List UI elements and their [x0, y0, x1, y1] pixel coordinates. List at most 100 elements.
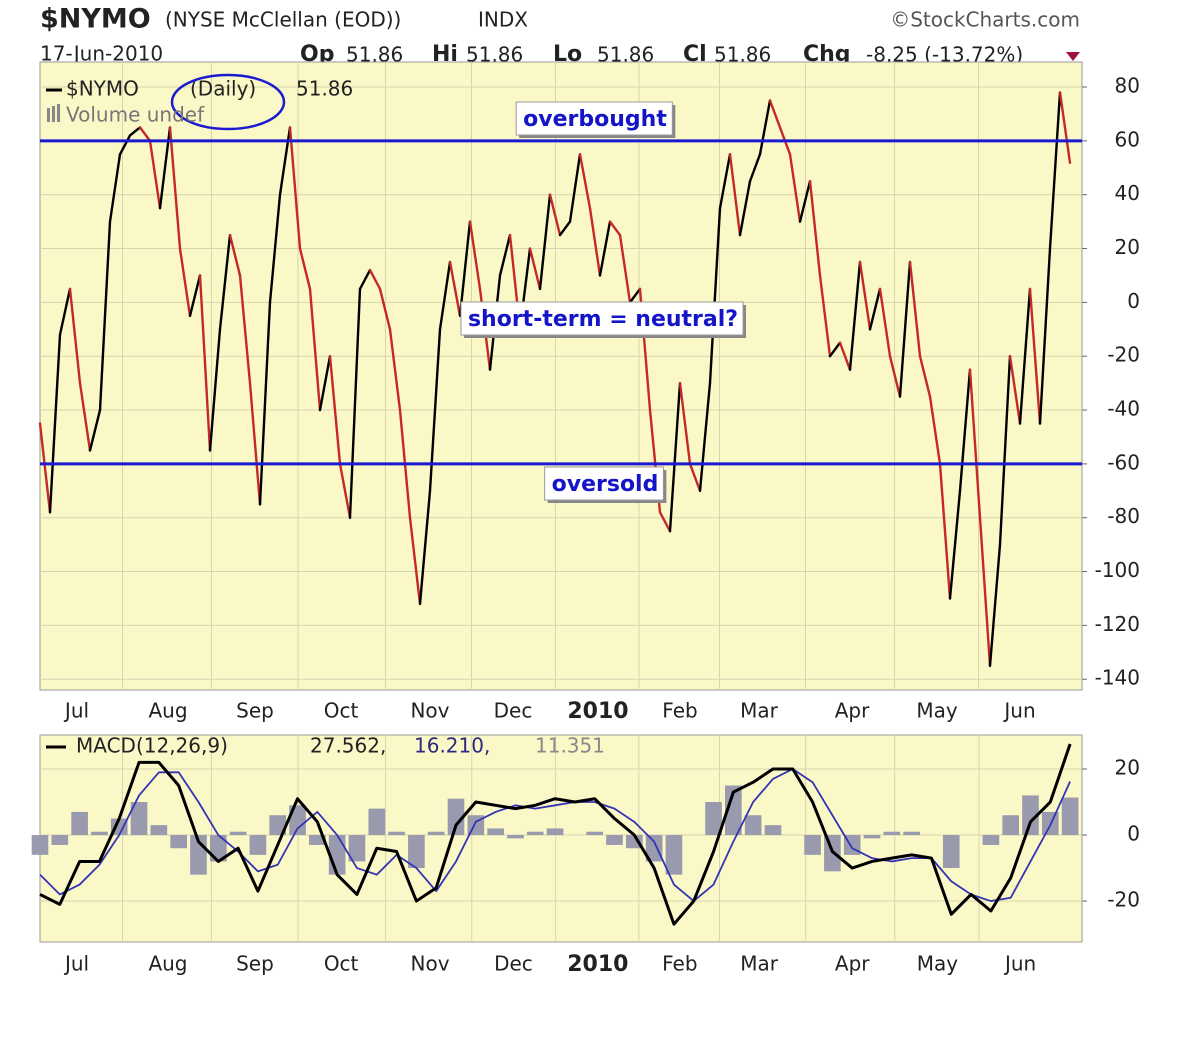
line-segment [48, 333, 62, 514]
legend-text: (Daily) [190, 77, 256, 101]
line-segment [208, 328, 222, 452]
line-segment [1018, 287, 1032, 425]
histogram-bar [427, 831, 445, 836]
x-tick-label: May [916, 699, 958, 723]
line-segment [838, 341, 852, 371]
line-segment [578, 153, 592, 210]
line-segment [228, 233, 242, 277]
annotation: overbought [523, 107, 667, 132]
line-segment [998, 355, 1012, 546]
y-tick-label: -20 [1107, 888, 1140, 912]
line-segment [338, 462, 352, 519]
plot-area [39, 61, 1083, 691]
line-segment [348, 287, 362, 519]
line-segment [768, 99, 782, 129]
line-segment [728, 153, 742, 237]
y-tick-label: 20 [1115, 235, 1140, 259]
legend-value: 11.351 [535, 734, 605, 758]
y-tick-label: -100 [1095, 558, 1140, 582]
line-segment [898, 260, 912, 398]
line-segment [678, 381, 692, 466]
histogram-bar [942, 835, 960, 869]
histogram-bar [586, 831, 603, 836]
histogram-bar [1061, 797, 1079, 836]
y-tick-label: -120 [1095, 612, 1140, 636]
histogram-bar [546, 828, 564, 836]
line-segment [848, 260, 862, 371]
histogram-bar [309, 835, 326, 845]
line-segment [878, 287, 892, 358]
y-tick-label: 40 [1115, 181, 1140, 205]
line-segment [168, 126, 182, 250]
label-box: overbought [515, 101, 676, 138]
x-tick-label: Dec [494, 952, 533, 976]
y-tick-label: -40 [1107, 397, 1140, 421]
x-tick-label: Sep [236, 952, 274, 976]
line-segment [408, 516, 422, 606]
line-segment [308, 287, 322, 412]
line-segment [328, 355, 342, 466]
histogram-bar [209, 835, 227, 862]
line-segment [868, 287, 882, 331]
line-segment [118, 134, 132, 156]
line-segment [618, 233, 632, 304]
line-segment [378, 287, 392, 331]
annotation: short-term = neutral? [468, 307, 738, 332]
x-tick-label: Apr [835, 699, 870, 723]
histogram-bar [526, 831, 544, 836]
y-tick-label: -140 [1095, 666, 1140, 690]
line-segment [278, 126, 292, 196]
x-tick-label: May [917, 952, 959, 976]
x-tick-label: Feb [662, 699, 697, 723]
legend-icon [57, 104, 60, 122]
histogram-bar [725, 785, 742, 836]
line-segment [448, 260, 462, 318]
histogram-bar [447, 798, 465, 836]
line-segment [978, 516, 992, 667]
legend-value: 27.562, [310, 734, 386, 758]
x-tick-label: Jun [1002, 699, 1035, 723]
line-segment [938, 462, 952, 600]
label-bg [544, 466, 664, 501]
line-segment [288, 126, 302, 250]
x-tick-label: Oct [324, 952, 359, 976]
chart-title: $NYMO [40, 4, 151, 35]
line-segment [738, 180, 752, 237]
histogram-bar [91, 831, 108, 836]
line-segment [788, 153, 802, 223]
line-segment [568, 153, 582, 223]
legend-text: Volume undef [66, 103, 205, 127]
legend-text: MACD(12,26,9) [76, 734, 228, 758]
line-segment [78, 381, 92, 452]
line-segment [318, 355, 332, 412]
line-segment [558, 220, 572, 237]
line-segment [528, 247, 542, 291]
legend-icon [47, 108, 50, 122]
line-segment [988, 543, 1002, 667]
x-tick-label: Aug [148, 699, 187, 723]
line-segment [358, 268, 372, 291]
line-segment [438, 260, 452, 331]
x-tick-label: Sep [236, 699, 274, 723]
histogram-bar [130, 802, 148, 836]
macd-line [39, 768, 1071, 902]
x-tick-label: Nov [410, 699, 449, 723]
label-box: oversold [544, 466, 667, 503]
line-segment [418, 489, 432, 606]
line-segment [718, 153, 732, 210]
legend-icon [52, 106, 55, 122]
line-segment [928, 395, 942, 466]
line-segment [958, 368, 972, 493]
line-segment [798, 180, 812, 223]
y-tick-label: -60 [1107, 450, 1140, 474]
line-segment [688, 462, 702, 493]
line-segment [498, 233, 512, 277]
legend-value: 16.210, [414, 734, 490, 758]
y-tick-label: 80 [1115, 74, 1140, 98]
line-segment [918, 355, 932, 398]
line-segment [608, 220, 622, 237]
histogram-bar [229, 831, 247, 836]
label-bg [460, 301, 744, 336]
line-segment [258, 301, 272, 506]
